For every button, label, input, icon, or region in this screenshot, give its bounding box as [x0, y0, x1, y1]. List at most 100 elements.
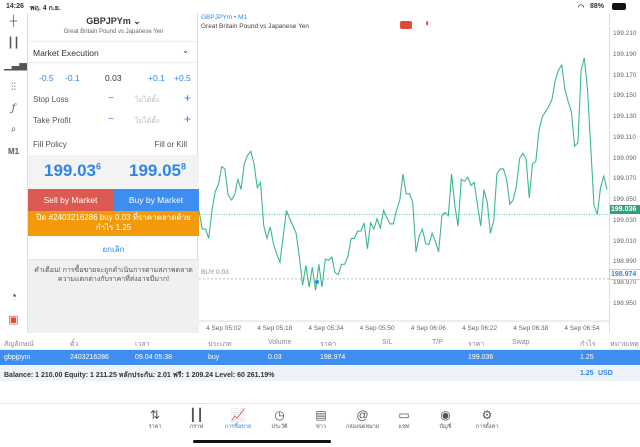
speed-icon[interactable]: ◔ — [9, 289, 18, 303]
nav-label: การซื้อขาย — [224, 424, 252, 430]
price-tick: 199.070 — [613, 175, 637, 183]
nav-trade[interactable]: 📈 การซื้อขาย — [218, 408, 258, 431]
battery-level: 88% — [590, 3, 605, 10]
fill-policy-select[interactable]: Fill or Kill — [154, 140, 187, 149]
total-profit: 1.25 — [580, 370, 594, 377]
nav-history[interactable]: ◷ ประวัติ — [260, 408, 300, 431]
stop-loss-plus[interactable]: + — [184, 91, 192, 105]
table-cell: buy — [208, 354, 220, 361]
table-header: กำไร — [580, 341, 596, 348]
status-date: พฤ. 4 ก.ย. — [30, 5, 61, 12]
price-tick: 198.950 — [613, 299, 637, 307]
table-header: ราคา — [468, 341, 485, 348]
symbol-name: GBPJPYm — [86, 16, 131, 26]
buy-entry-marker — [315, 279, 319, 284]
time-tick: 4 Sep 06:54 — [564, 325, 600, 332]
buy-by-market-button[interactable]: Buy by Market — [113, 189, 199, 211]
price-tick: 199.110 — [613, 133, 637, 141]
nav-mailbox[interactable]: @ กล่องจดหมาย — [343, 408, 383, 431]
volume-minus-0.5[interactable]: -0.5 — [39, 73, 54, 83]
ask-price: 199.058 — [129, 161, 186, 181]
time-tick: 4 Sep 06:38 — [513, 325, 549, 332]
volume-plus-0.1[interactable]: +0.1 — [148, 73, 165, 83]
volume-minus-0.1[interactable]: -0.1 — [65, 73, 80, 83]
table-header: S/L — [382, 339, 393, 346]
take-profit-input[interactable]: ไม่ได้ตั้ง — [135, 118, 160, 125]
execution-label: Market Execution — [33, 48, 99, 58]
mailbox-icon: @ — [356, 408, 369, 422]
nav-quotes[interactable]: ⇅ ราคา — [135, 408, 175, 431]
price-tick: 199.010 — [613, 237, 637, 245]
nav-label: ประวัติ — [271, 424, 288, 430]
take-profit-label: Take Profit — [33, 116, 71, 125]
ask-price-pip: 8 — [181, 161, 187, 172]
nav-settings[interactable]: ⚙ การตั้งค่า — [467, 408, 507, 431]
timeframe-button[interactable]: M1 — [7, 147, 20, 156]
price-chart[interactable]: GBPJPYm • M1 Great Britain Pound vs Japa… — [199, 13, 609, 333]
order-panel: GBPJPYm ⌄ Great Britain Pound vs Japanes… — [27, 13, 199, 333]
price-series-line — [199, 57, 608, 291]
nav-chat[interactable]: ▭ แชท — [384, 408, 424, 431]
price-tick: 199.170 — [613, 71, 637, 79]
market-warning: คำเตือน! การซื้อขายจะถูกดำเนินการตามสภาพ… — [28, 259, 199, 333]
symbol-selector[interactable]: GBPJPYm ⌄ — [28, 16, 199, 27]
sell-by-market-button[interactable]: Sell by Market — [28, 189, 113, 211]
history-icon: ◷ — [274, 408, 285, 422]
volume-plus-0.5[interactable]: +0.5 — [174, 73, 191, 83]
close-position-button[interactable]: ปิด #2403216286 buy 0.03 ที่ราคาตลาดด้วย… — [28, 211, 199, 236]
table-header: สัญลักษณ์ — [4, 341, 34, 348]
bottom-nav: ⇅ ราคา ┃┃ กราฟ 📈 การซื้อขาย ◷ ประวัติ ▤ ข่าว @ กล่อ… — [0, 403, 640, 447]
table-header: เวลา — [135, 341, 150, 348]
time-tick: 4 Sep 05:50 — [359, 325, 395, 332]
price-tick: 198.990 — [613, 258, 637, 266]
stop-loss-minus[interactable]: − — [108, 93, 114, 104]
take-profit-minus[interactable]: − — [108, 114, 114, 125]
take-profit-plus[interactable]: + — [184, 112, 192, 126]
fill-policy-label: Fill Policy — [33, 140, 67, 149]
bid-price-pip: 6 — [96, 161, 102, 172]
nav-account[interactable]: ◉ บัญชี — [426, 408, 466, 431]
crosshair-icon[interactable]: ┼ — [9, 16, 18, 27]
symbol-description: Great Britain Pound vs Japanese Yen — [63, 29, 164, 35]
chevron-down-icon: ⌄ — [182, 46, 189, 55]
objects-icon[interactable]: ⌕ — [10, 124, 17, 135]
chart-subtitle: Great Britain Pound vs Japanese Yen — [201, 23, 310, 30]
table-header: ราคา — [320, 341, 337, 348]
cancel-button[interactable]: ยกเลิก — [102, 245, 125, 254]
one-click-icon[interactable]: ◐ — [425, 18, 432, 29]
table-cell: 1.25 — [580, 354, 594, 361]
table-header: Swap — [512, 339, 530, 346]
settings-sliders-icon[interactable]: ⫶⫶ — [11, 82, 16, 93]
screenshot-icon[interactable] — [400, 21, 412, 29]
candlestick-icon[interactable]: ┃┃ — [7, 38, 20, 49]
table-header: Volume — [268, 339, 292, 346]
volume-input[interactable]: 0.03 — [105, 73, 122, 83]
app-icon[interactable]: ▣ — [8, 314, 19, 326]
table-cell: 199.036 — [468, 354, 494, 361]
time-tick: 4 Sep 05:02 — [206, 325, 242, 332]
stop-loss-input[interactable]: ไม่ได้ตั้ง — [135, 97, 160, 104]
table-row[interactable]: gbpjpym 2403216286 09.04 05:38 buy 0.03 198.9… — [0, 350, 640, 365]
time-tick: 4 Sep 06:06 — [410, 325, 446, 332]
table-cell: gbpjpym — [4, 354, 31, 361]
table-cell: 198.974 — [320, 354, 346, 361]
nav-news[interactable]: ▤ ข่าว — [301, 408, 341, 431]
price-tick: 199.190 — [613, 50, 637, 58]
table-cell: 2403216286 — [70, 354, 109, 361]
table-header: T/P — [432, 339, 443, 346]
indicators-icon[interactable]: ▁▃▅ — [4, 60, 28, 71]
chart-title: GBPJPYm • M1 — [201, 14, 247, 21]
trade-icon: 📈 — [230, 408, 246, 422]
function-icon[interactable]: ƒ — [11, 103, 16, 114]
time-tick: 4 Sep 06:22 — [462, 325, 498, 332]
execution-select[interactable]: Market Execution ⌄ — [28, 41, 199, 63]
battery-icon — [612, 3, 626, 10]
nav-chart[interactable]: ┃┃ กราฟ — [177, 408, 217, 431]
balance-text: Balance: 1 210.00 Equity: 1 211.25 หลักป… — [4, 372, 275, 379]
status-time: 14:26 — [6, 3, 24, 10]
nav-label: บัญชี — [439, 424, 452, 430]
nav-label: ราคา — [148, 424, 162, 430]
buy-line-label: BUY 0.03 — [201, 269, 229, 276]
chevron-down-icon: ⌄ — [133, 16, 141, 26]
chart-plot — [199, 57, 609, 322]
